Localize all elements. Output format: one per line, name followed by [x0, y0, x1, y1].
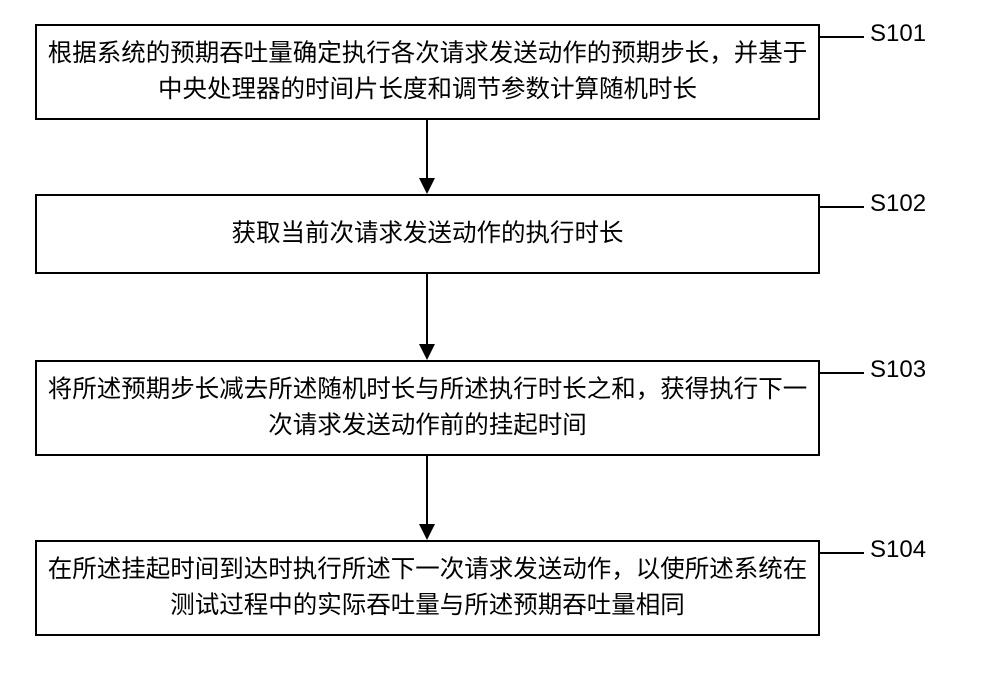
flow-step-text: 获取当前次请求发送动作的执行时长: [47, 216, 808, 252]
label-leader: [820, 552, 864, 554]
flow-step-1: 根据系统的预期吞吐量确定执行各次请求发送动作的预期步长，并基于中央处理器的时间片…: [35, 24, 820, 120]
flow-step-2: 获取当前次请求发送动作的执行时长: [35, 194, 820, 274]
flow-step-text: 在所述挂起时间到达时执行所述下一次请求发送动作，以使所述系统在测试过程中的实际吞…: [47, 552, 808, 623]
flow-step-3: 将所述预期步长减去所述随机时长与所述执行时长之和，获得执行下一次请求发送动作前的…: [35, 360, 820, 456]
step-label: S104: [870, 536, 926, 564]
connector: [426, 274, 428, 350]
flowchart-canvas: 根据系统的预期吞吐量确定执行各次请求发送动作的预期步长，并基于中央处理器的时间片…: [0, 0, 1000, 675]
connector: [426, 120, 428, 184]
label-leader: [820, 206, 864, 208]
flow-step-text: 将所述预期步长减去所述随机时长与所述执行时长之和，获得执行下一次请求发送动作前的…: [47, 372, 808, 443]
step-label: S101: [870, 20, 926, 48]
step-label: S102: [870, 190, 926, 218]
label-leader: [820, 372, 864, 374]
arrowhead-down: [419, 344, 435, 360]
flow-step-4: 在所述挂起时间到达时执行所述下一次请求发送动作，以使所述系统在测试过程中的实际吞…: [35, 540, 820, 636]
arrowhead-down: [419, 524, 435, 540]
flow-step-text: 根据系统的预期吞吐量确定执行各次请求发送动作的预期步长，并基于中央处理器的时间片…: [47, 36, 808, 107]
label-leader: [820, 36, 864, 38]
connector: [426, 456, 428, 530]
arrowhead-down: [419, 178, 435, 194]
step-label: S103: [870, 356, 926, 384]
